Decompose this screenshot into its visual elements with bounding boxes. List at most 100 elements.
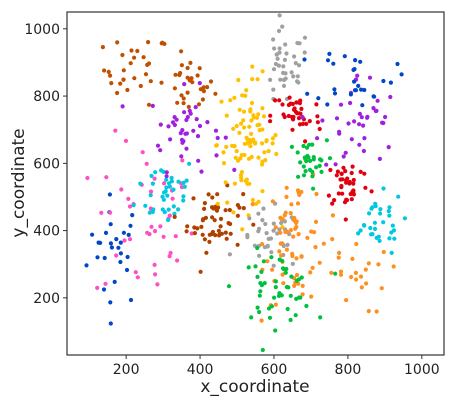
data-point — [237, 107, 242, 112]
data-point — [255, 274, 260, 279]
data-point — [234, 123, 239, 129]
data-point — [378, 207, 383, 212]
data-point — [311, 186, 316, 191]
data-point — [188, 60, 193, 65]
data-point — [259, 318, 264, 323]
data-point — [214, 153, 219, 158]
data-point — [316, 96, 321, 101]
data-point — [314, 102, 319, 107]
data-point — [228, 231, 233, 236]
data-point — [121, 77, 126, 82]
data-point — [281, 70, 286, 75]
data-point — [223, 208, 228, 213]
data-point — [356, 83, 361, 88]
data-point — [108, 222, 113, 227]
data-point — [253, 141, 258, 146]
data-point — [305, 91, 310, 96]
data-point — [242, 141, 247, 146]
data-point — [277, 249, 282, 254]
data-point — [168, 250, 173, 256]
data-point — [333, 162, 338, 167]
data-point — [274, 52, 279, 57]
data-point — [353, 270, 358, 275]
data-point — [95, 285, 100, 290]
data-point — [269, 304, 274, 309]
data-point — [257, 122, 262, 127]
data-point — [376, 262, 381, 267]
data-point — [251, 222, 256, 227]
data-point — [262, 150, 267, 155]
data-point — [232, 167, 237, 172]
data-point — [179, 93, 184, 98]
data-point — [308, 158, 313, 163]
data-point — [158, 224, 163, 229]
data-point — [240, 227, 245, 232]
data-point — [185, 75, 190, 80]
data-point — [296, 174, 301, 179]
data-point — [128, 297, 134, 303]
data-point — [269, 250, 274, 255]
data-point — [192, 225, 197, 230]
data-point — [218, 216, 224, 221]
data-point — [351, 181, 356, 186]
data-point — [150, 103, 155, 108]
data-point — [184, 146, 189, 151]
data-point — [281, 83, 287, 88]
data-point — [240, 93, 245, 98]
data-point — [361, 123, 366, 128]
data-point — [210, 195, 215, 200]
data-point — [108, 73, 113, 78]
data-point — [288, 317, 293, 323]
data-point — [360, 103, 365, 108]
data-point — [288, 211, 293, 216]
data-point — [381, 220, 386, 225]
data-point — [237, 205, 242, 210]
data-point — [368, 225, 373, 231]
data-point — [338, 269, 344, 274]
data-point — [303, 169, 308, 174]
data-point — [255, 305, 260, 310]
data-point — [318, 315, 323, 320]
data-point — [396, 194, 401, 199]
data-point — [296, 232, 301, 237]
data-point — [195, 73, 200, 78]
data-point — [115, 40, 120, 45]
data-point — [254, 201, 259, 206]
data-point — [153, 272, 158, 277]
data-point — [200, 232, 205, 237]
data-point — [249, 118, 254, 123]
data-point — [175, 100, 180, 105]
data-point — [108, 241, 113, 246]
data-point — [305, 235, 310, 240]
data-point — [261, 114, 267, 119]
data-point — [125, 87, 130, 93]
data-point — [223, 230, 228, 235]
data-point — [162, 210, 167, 215]
data-point — [181, 180, 186, 185]
data-point — [381, 249, 386, 255]
data-point — [285, 306, 290, 312]
y-axis-ticks: 200 400 600 800 1000 — [24, 22, 67, 307]
data-point — [293, 61, 298, 66]
data-point — [158, 122, 163, 127]
data-point — [304, 159, 309, 164]
data-point — [359, 87, 364, 92]
data-point — [247, 181, 252, 186]
data-point — [212, 218, 217, 223]
data-point — [256, 155, 261, 160]
x-tick-label: 400 — [187, 362, 214, 378]
data-point — [143, 203, 148, 208]
data-point — [288, 228, 293, 233]
data-point — [268, 77, 273, 82]
data-point — [361, 148, 366, 154]
data-point — [128, 223, 133, 228]
data-point — [302, 35, 308, 40]
data-point — [343, 150, 348, 155]
data-point — [275, 56, 280, 61]
data-point — [103, 230, 109, 235]
data-point — [242, 152, 247, 158]
data-point — [304, 121, 309, 126]
data-point — [181, 139, 186, 144]
data-point — [188, 111, 193, 116]
data-point — [232, 144, 237, 149]
